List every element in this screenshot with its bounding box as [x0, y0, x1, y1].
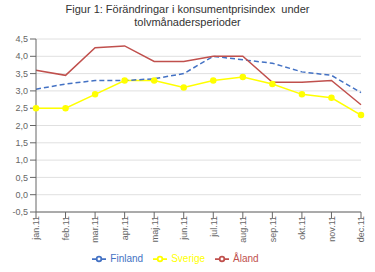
- svg-text:jan.11: jan.11: [31, 216, 41, 241]
- svg-text:mar.11: mar.11: [90, 216, 100, 243]
- svg-text:sep.11: sep.11: [268, 216, 278, 242]
- svg-text:1,0: 1,0: [15, 155, 28, 165]
- svg-text:apr.11: apr.11: [120, 216, 130, 240]
- svg-text:aug.11: aug.11: [238, 216, 248, 243]
- svg-text:1,5: 1,5: [15, 138, 28, 148]
- svg-text:feb.11: feb.11: [61, 216, 71, 240]
- svg-text:2,5: 2,5: [15, 103, 28, 113]
- svg-text:nov.11: nov.11: [327, 216, 337, 242]
- svg-text:dec.11: dec.11: [356, 216, 366, 242]
- html-text:Figur 1: Förändringar i konsum: Figur 1: Förändringar i konsumentprisind…: [65, 3, 310, 28]
- svg-text:4,0: 4,0: [15, 51, 28, 61]
- svg-text:jul.11: jul.11: [209, 216, 219, 238]
- svg-text:3,5: 3,5: [15, 69, 28, 79]
- svg-text:okt.11: okt.11: [297, 216, 307, 240]
- svg-text:4,5: 4,5: [15, 34, 28, 44]
- html-text:Sverige: Sverige: [171, 252, 206, 264]
- svg-text:3,0: 3,0: [15, 86, 28, 96]
- html-text:Finland: Finland: [110, 252, 144, 264]
- svg-text:0,5: 0,5: [15, 173, 28, 183]
- svg-text:-0,5: -0,5: [12, 207, 28, 217]
- svg-text:0,0: 0,0: [15, 190, 28, 200]
- svg-text:jun.11: jun.11: [179, 216, 189, 241]
- svg-text:maj.11: maj.11: [150, 216, 160, 242]
- svg-text:2,0: 2,0: [15, 121, 28, 131]
- html-text:Åland: Åland: [233, 252, 259, 264]
